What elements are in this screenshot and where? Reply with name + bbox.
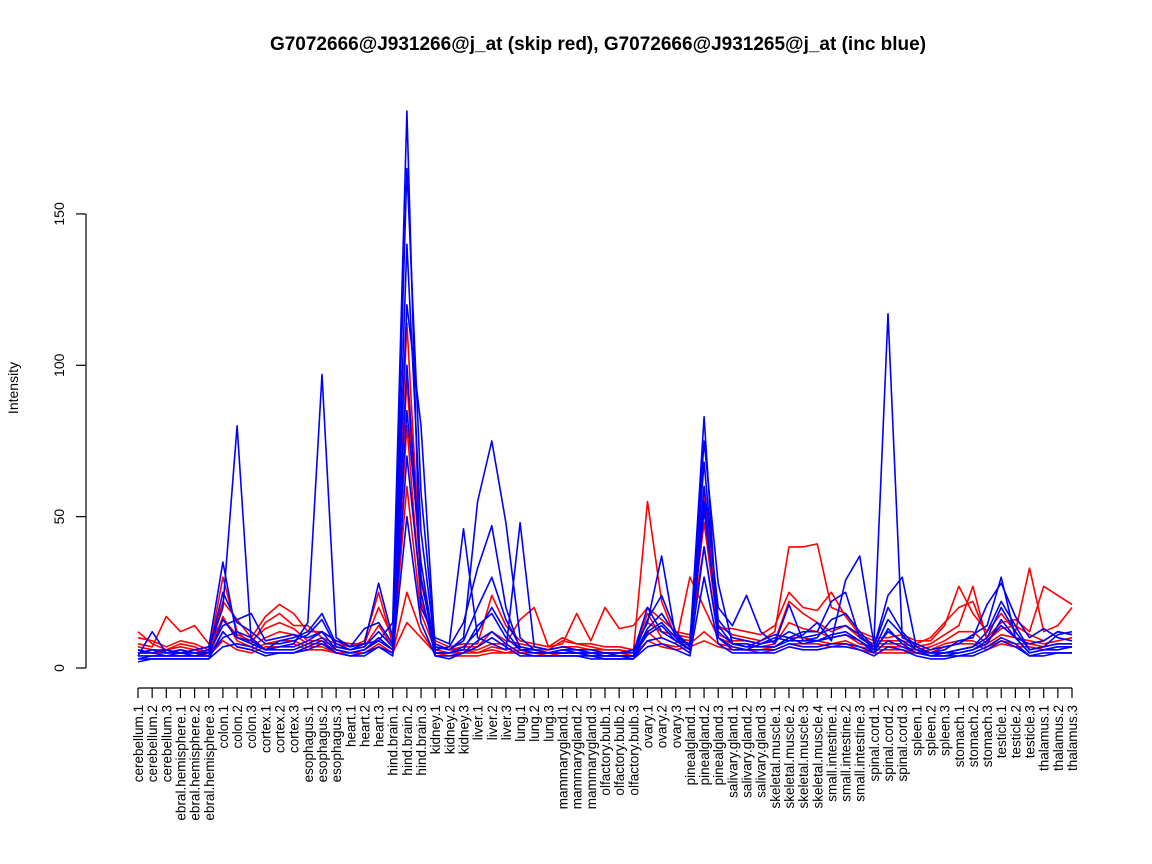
- x-tick-label: olfactory.bulb.2: [612, 705, 627, 796]
- x-tick-label: pinealgland.3: [711, 705, 726, 785]
- x-tick-label: kidney.1: [428, 705, 443, 754]
- x-tick-label: ebral.hemisphere.3: [202, 705, 217, 821]
- x-tick-label: cerebellum.2: [145, 705, 160, 782]
- y-axis-label: Intensity: [5, 362, 21, 414]
- x-axis: cerebellum.1 cerebellum.2 cerebellum.3 ebra…: [131, 687, 1080, 821]
- x-tick-label: ovary.2: [655, 705, 670, 748]
- x-tick-label: skeletal.muscle.3: [796, 705, 811, 809]
- y-tick-label: 50: [51, 509, 67, 525]
- x-tick-label: spinal.cord.3: [895, 705, 910, 782]
- x-tick-label: mammarygland.3: [584, 705, 599, 809]
- x-tick-label: mammarygland.2: [570, 705, 585, 809]
- x-tick-label: pinealgland.2: [697, 705, 712, 785]
- x-tick-label: esophagus.3: [329, 705, 344, 782]
- x-tick-label: testicle.2: [1008, 705, 1023, 758]
- x-tick-label: thalamus.1: [1037, 705, 1052, 771]
- x-tick-label: testicle.1: [994, 705, 1009, 758]
- x-tick-label: cerebellum.3: [159, 705, 174, 782]
- x-tick-label: ovary.3: [669, 705, 684, 748]
- x-tick-label: salivary.gland.1: [725, 705, 740, 798]
- series-line-inc-8: [137, 303, 1073, 657]
- x-tick-label: lung.1: [513, 705, 528, 742]
- x-tick-label: kidney.3: [457, 705, 472, 754]
- x-tick-label: hind.brain.1: [386, 705, 401, 776]
- x-tick-label: cortex.2: [273, 705, 288, 753]
- x-tick-label: lung.2: [527, 705, 542, 742]
- x-tick-label: colon.2: [230, 705, 245, 749]
- y-axis: 0 50 100 150: [51, 202, 87, 672]
- x-tick-label: olfactory.bulb.1: [598, 705, 613, 796]
- x-tick-label: liver.2: [485, 705, 500, 740]
- series-line-inc-7: [137, 167, 1073, 654]
- x-tick-label: heart.3: [372, 705, 387, 747]
- x-tick-label: hind.brain.2: [400, 705, 415, 776]
- y-tick-label: 150: [51, 202, 67, 226]
- series-line-skip-0: [137, 322, 1073, 654]
- series-line-inc-13: [138, 515, 1072, 660]
- x-tick-label: cerebellum.1: [131, 705, 146, 782]
- x-tick-label: skeletal.muscle.4: [810, 705, 825, 809]
- series-line-skip-3: [137, 485, 1073, 654]
- x-tick-label: thalamus.2: [1051, 705, 1066, 771]
- x-tick-label: heart.2: [357, 705, 372, 747]
- x-tick-label: ebral.hemisphere.2: [188, 705, 203, 821]
- x-tick-label: cortex.3: [287, 705, 302, 753]
- x-tick-label: liver.3: [499, 705, 514, 740]
- series-line-inc-11: [138, 243, 1072, 657]
- x-tick-label: ovary.1: [641, 705, 656, 748]
- x-tick-label: olfactory.bulb.3: [626, 705, 641, 796]
- series-line-inc-6: [137, 110, 1073, 654]
- x-tick-label: testicle.3: [1023, 705, 1038, 758]
- x-tick-label: heart.1: [343, 705, 358, 747]
- y-tick-label: 0: [51, 664, 67, 672]
- x-tick-label: skeletal.muscle.1: [768, 705, 783, 809]
- x-tick-label: salivary.gland.3: [754, 705, 769, 798]
- series-line-inc-12: [138, 409, 1072, 657]
- x-tick-label: cortex.1: [258, 705, 273, 753]
- y-tick-label: 100: [51, 353, 67, 377]
- series-line-inc-10: [137, 455, 1072, 663]
- x-tick-label: colon.3: [244, 705, 259, 749]
- x-tick-label: thalamus.3: [1065, 705, 1080, 771]
- x-tick-label: small.intestine.1: [824, 705, 839, 802]
- x-tick-label: esophagus.2: [315, 705, 330, 782]
- x-tick-label: lung.3: [541, 705, 556, 742]
- x-tick-label: spinal.cord.2: [881, 705, 896, 782]
- x-tick-label: stomach.1: [952, 705, 967, 767]
- plot-lines: [137, 110, 1073, 663]
- x-tick-label: skeletal.muscle.2: [782, 705, 797, 809]
- x-tick-label: pinealgland.1: [683, 705, 698, 785]
- x-tick-label: mammarygland.1: [556, 705, 571, 809]
- x-tick-label: spleen.1: [909, 705, 924, 756]
- x-tick-label: spleen.2: [924, 705, 939, 756]
- x-tick-label: colon.1: [216, 705, 231, 749]
- x-tick-label: stomach.2: [966, 705, 981, 767]
- x-tick-label: stomach.3: [980, 705, 995, 767]
- x-tick-label: small.intestine.3: [853, 705, 868, 802]
- x-tick-label: spinal.cord.1: [867, 705, 882, 782]
- x-tick-label: kidney.2: [442, 705, 457, 754]
- x-tick-label: small.intestine.2: [839, 705, 854, 802]
- chart-title: G7072666@J931266@j_at (skip red), G70726…: [270, 34, 926, 55]
- x-tick-label: hind.brain.3: [414, 705, 429, 776]
- x-tick-label: esophagus.1: [301, 705, 316, 782]
- x-tick-label: liver.1: [471, 705, 486, 740]
- series-line-skip-2: [137, 424, 1073, 651]
- x-tick-label: spleen.3: [938, 705, 953, 756]
- x-tick-label: ebral.hemisphere.1: [174, 705, 189, 821]
- x-tick-label: salivary.gland.2: [740, 705, 755, 798]
